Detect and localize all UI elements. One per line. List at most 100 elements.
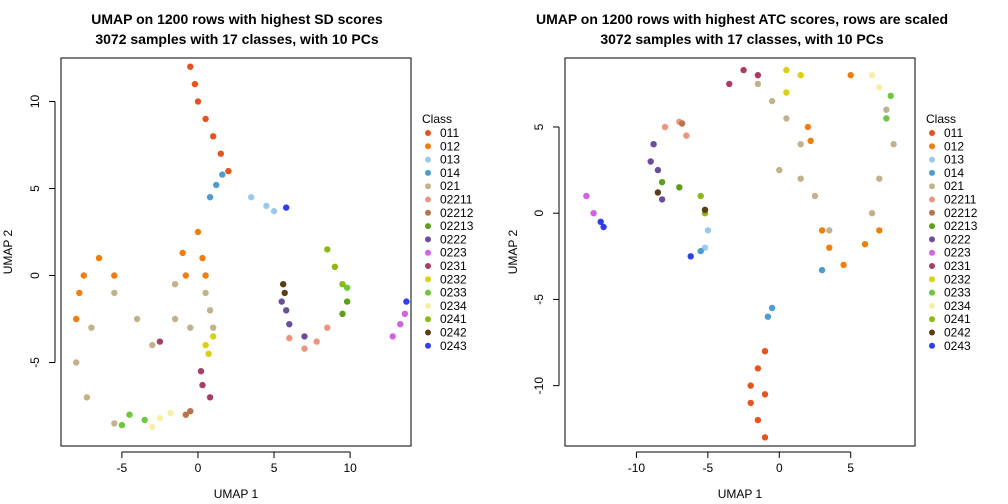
right-point-0223-1 bbox=[590, 210, 597, 217]
left-legend-marker-0242 bbox=[425, 329, 431, 336]
left-point-0233-2 bbox=[118, 421, 126, 429]
right-point-0231-2 bbox=[754, 72, 762, 79]
left-legend-title: Class bbox=[422, 112, 452, 126]
right-point-011-6 bbox=[761, 348, 769, 355]
right-point-0222-1 bbox=[647, 158, 654, 165]
right-x-tick-label: -5 bbox=[703, 461, 714, 475]
right-legend-label-021: 021 bbox=[944, 179, 964, 193]
left-x-axis-label: UMAP 1 bbox=[214, 487, 259, 501]
left-point-021-8 bbox=[206, 307, 214, 314]
left-legend-marker-0222 bbox=[425, 236, 431, 243]
left-point-02212-1 bbox=[187, 408, 194, 415]
left-points-layer bbox=[73, 63, 410, 431]
right-point-012-7 bbox=[847, 72, 854, 79]
left-legend-label-0241: 0241 bbox=[440, 312, 467, 326]
left-plot-frame bbox=[60, 57, 412, 447]
left-point-013-1 bbox=[263, 202, 270, 210]
left-point-0231-2 bbox=[206, 394, 214, 401]
left-point-021-3 bbox=[88, 324, 95, 331]
right-legend-marker-013 bbox=[929, 156, 935, 163]
left-point-012-0 bbox=[73, 315, 80, 323]
right-point-0234-0 bbox=[868, 72, 876, 79]
right-point-021-1 bbox=[768, 97, 776, 105]
left-legend-marker-0243 bbox=[425, 342, 431, 349]
right-chart-title: UMAP on 1200 rows with highest ATC score… bbox=[536, 11, 948, 27]
left-point-012-3 bbox=[95, 254, 103, 262]
left-point-02211-2 bbox=[313, 338, 320, 345]
right-legend-label-0243: 0243 bbox=[944, 339, 971, 353]
left-point-011-1 bbox=[191, 80, 199, 88]
left-legend-marker-0232 bbox=[425, 276, 431, 283]
left-legend-marker-011 bbox=[425, 130, 431, 136]
right-point-0242-0 bbox=[654, 189, 662, 196]
left-point-0234-0 bbox=[149, 423, 156, 431]
right-point-014-0 bbox=[764, 313, 772, 320]
left-point-012-5 bbox=[194, 228, 202, 236]
left-legend-marker-02211 bbox=[425, 196, 431, 203]
right-point-02213-1 bbox=[658, 179, 666, 186]
left-point-012-4 bbox=[111, 272, 118, 279]
left-point-012-2 bbox=[80, 272, 88, 279]
left-legend-marker-0231 bbox=[425, 263, 431, 269]
left-legend-label-0242: 0242 bbox=[440, 326, 467, 340]
right-point-012-4 bbox=[840, 261, 847, 269]
right-legend-marker-0234 bbox=[929, 302, 935, 309]
left-point-0223-1 bbox=[397, 321, 404, 328]
left-point-021-11 bbox=[171, 315, 179, 323]
right-legend-marker-0232 bbox=[929, 276, 935, 283]
left-point-02212-0 bbox=[182, 411, 189, 418]
left-point-0231-1 bbox=[199, 381, 206, 389]
right-legend-marker-02212 bbox=[929, 209, 935, 216]
right-legend-label-014: 014 bbox=[944, 166, 964, 180]
left-point-0242-0 bbox=[280, 281, 287, 288]
right-point-021-0 bbox=[754, 80, 762, 88]
left-point-014-2 bbox=[219, 171, 226, 178]
right-point-011-2 bbox=[747, 399, 754, 407]
left-y-axis: -5 0 5 10 bbox=[28, 95, 56, 368]
left-legend-marker-02212 bbox=[425, 209, 431, 216]
right-chart-subtitle: 3072 samples with 17 classes, with 10 PC… bbox=[600, 31, 883, 47]
right-point-013-0 bbox=[704, 227, 712, 234]
right-point-011-4 bbox=[747, 382, 754, 389]
left-point-02213-0 bbox=[339, 310, 346, 317]
right-y-axis-label: UMAP 2 bbox=[506, 229, 520, 274]
left-point-013-2 bbox=[270, 207, 278, 215]
right-point-011-5 bbox=[754, 365, 762, 372]
right-point-013-1 bbox=[701, 244, 709, 251]
right-y-axis: -10 -5 0 5 bbox=[532, 123, 560, 394]
left-x-axis: -5 0 5 10 bbox=[117, 451, 357, 475]
right-x-tick-label: -10 bbox=[628, 461, 646, 475]
right-legend-marker-011 bbox=[929, 130, 935, 136]
left-point-0243-0 bbox=[283, 204, 290, 211]
left-legend-label-0223: 0223 bbox=[440, 246, 467, 260]
right-legend-marker-0241 bbox=[929, 316, 935, 323]
right-point-0223-0 bbox=[583, 192, 590, 200]
left-point-011-0 bbox=[187, 63, 194, 70]
left-point-021-4 bbox=[73, 359, 80, 366]
left-y-tick-label: 10 bbox=[28, 95, 42, 109]
left-point-0232-2 bbox=[210, 333, 217, 340]
left-point-02213-1 bbox=[343, 298, 351, 305]
left-point-0241-2 bbox=[339, 281, 346, 288]
right-legend-marker-0242 bbox=[929, 329, 935, 336]
right-legend-label-0231: 0231 bbox=[944, 259, 971, 273]
right-point-0232-0 bbox=[783, 66, 790, 74]
right-legend-label-0234: 0234 bbox=[944, 299, 971, 313]
left-point-021-12 bbox=[187, 324, 194, 331]
right-y-tick-label: 5 bbox=[532, 123, 546, 130]
left-legend-label-02212: 02212 bbox=[440, 206, 474, 220]
left-legend-marker-0233 bbox=[425, 289, 431, 296]
left-point-0222-2 bbox=[301, 333, 308, 340]
right-x-axis: -10 -5 0 5 bbox=[628, 451, 854, 475]
left-legend-label-011: 011 bbox=[440, 126, 459, 140]
left-legend-marker-0223 bbox=[425, 249, 431, 256]
left-legend-label-0234: 0234 bbox=[440, 299, 467, 313]
right-legend-marker-0222 bbox=[929, 236, 935, 243]
right-point-021-9 bbox=[890, 141, 897, 148]
right-legend-label-0222: 0222 bbox=[944, 232, 971, 246]
right-points-layer bbox=[583, 66, 897, 441]
left-legend-label-0232: 0232 bbox=[440, 272, 467, 286]
right-point-021-10 bbox=[876, 175, 883, 182]
left-chart: UMAP on 1200 rows with highest SD scores… bbox=[1, 11, 474, 501]
